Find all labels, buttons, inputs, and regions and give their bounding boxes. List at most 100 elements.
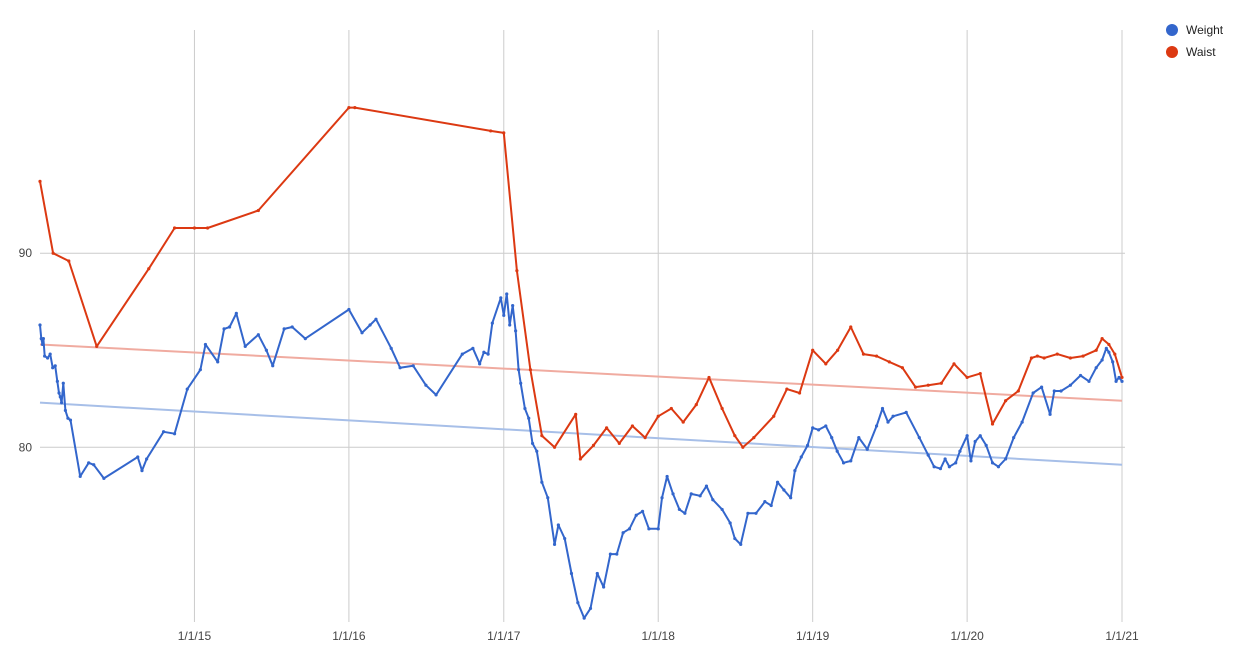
trendlines <box>39 343 1123 466</box>
waist-point <box>1016 389 1020 393</box>
weight-point <box>1114 379 1118 383</box>
weight-point <box>368 323 372 327</box>
waist-point <box>1113 352 1117 356</box>
weight-point <box>799 455 803 459</box>
weight-point <box>486 352 490 356</box>
weight-point <box>1111 360 1115 364</box>
waist-point <box>515 269 519 273</box>
weight-point <box>516 368 521 372</box>
weight-point <box>769 503 773 508</box>
weight-point <box>161 430 166 434</box>
weight-point <box>954 461 958 465</box>
weight-point <box>1100 358 1104 362</box>
weight-point <box>943 457 947 461</box>
waist-point <box>926 383 930 387</box>
weight-point <box>51 366 55 370</box>
series-lines <box>38 106 1124 620</box>
weight-point <box>41 337 45 341</box>
waist-point <box>772 414 776 418</box>
x-tick-label: 1/1/17 <box>487 629 521 643</box>
trendline-weight <box>39 401 1123 466</box>
x-tick-label: 1/1/15 <box>178 629 212 643</box>
waist-point <box>1120 375 1124 380</box>
weight-point <box>886 420 890 424</box>
weight-point <box>57 391 61 395</box>
weight-point <box>789 496 793 500</box>
weight-point <box>552 542 557 546</box>
weight-point <box>505 292 509 296</box>
waist-point <box>528 368 533 372</box>
waist-point <box>192 226 197 230</box>
weight-point <box>677 507 681 512</box>
weight-point <box>656 527 660 531</box>
weight-point <box>222 327 226 331</box>
weight-point <box>782 488 786 492</box>
waist-point <box>147 267 151 271</box>
weight-point <box>136 455 140 459</box>
weight-point <box>290 325 294 329</box>
legend-item-weight[interactable]: Weight <box>1166 23 1224 37</box>
weight-point <box>55 379 59 383</box>
weight-point <box>43 354 47 358</box>
waist-point <box>874 354 879 358</box>
waist-point <box>797 391 802 395</box>
weight-point <box>490 321 494 325</box>
weight-point <box>775 480 780 484</box>
weight-point <box>627 527 632 531</box>
weight-point <box>816 428 821 432</box>
weight-point <box>1048 412 1052 416</box>
waist-point <box>353 106 357 110</box>
waist-point <box>849 325 853 329</box>
weight-point <box>140 469 144 473</box>
waist-point <box>630 424 635 428</box>
weight-point <box>990 461 995 465</box>
weight-point <box>227 325 232 329</box>
waist-point <box>990 422 995 426</box>
legend-item-waist[interactable]: Waist <box>1166 45 1216 59</box>
waist-point <box>694 403 698 407</box>
y-tick-label: 80 <box>19 440 33 454</box>
legend[interactable]: Weight Waist <box>1166 23 1224 59</box>
weight-point <box>958 449 962 453</box>
waist-point <box>617 441 621 446</box>
series-weight <box>38 292 1124 620</box>
weight-point <box>303 337 307 341</box>
weight-point <box>63 408 67 413</box>
waist-point <box>861 352 866 356</box>
waist-line <box>39 106 1123 460</box>
waist-point <box>913 385 918 389</box>
waist-point <box>1042 356 1046 360</box>
weight-point <box>904 410 908 414</box>
weight-point <box>87 461 91 465</box>
weight-point <box>46 356 50 360</box>
weight-point <box>857 436 861 440</box>
waist-point <box>67 259 71 263</box>
waist-point <box>1081 354 1085 358</box>
weight-point <box>683 511 687 515</box>
waist-point <box>824 362 828 366</box>
weight-point <box>508 323 512 327</box>
x-axis-tick-labels: 1/1/15 1/1/16 1/1/17 1/1/18 1/1/19 1/1/20 1/1/… <box>178 629 1139 643</box>
weight-point <box>830 436 834 440</box>
weight-point <box>216 360 220 364</box>
weight-point <box>805 443 810 447</box>
waist-point <box>256 208 260 213</box>
weight-point <box>1087 379 1091 383</box>
weight-point <box>511 304 515 308</box>
waist-point <box>669 406 673 411</box>
weight-point <box>411 364 415 368</box>
waist-point <box>205 226 210 230</box>
weight-point <box>1040 385 1044 389</box>
weight-point <box>938 467 943 471</box>
weight-point <box>185 387 189 391</box>
weight-point <box>1078 373 1083 378</box>
weight-point <box>849 459 853 463</box>
weight-point <box>996 465 1001 469</box>
weight-point <box>1117 375 1121 380</box>
weight-point <box>234 311 238 315</box>
weight-point <box>621 531 625 535</box>
weight-point <box>793 469 797 473</box>
waist-point <box>1100 337 1104 341</box>
weight-point <box>874 424 879 428</box>
